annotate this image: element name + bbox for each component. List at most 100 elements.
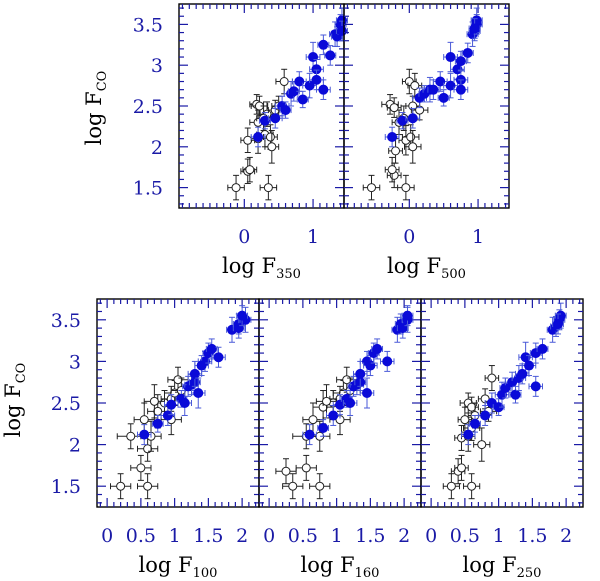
detected-point xyxy=(380,350,395,372)
filled-marker xyxy=(336,25,347,36)
detected-point xyxy=(191,377,206,409)
open-marker xyxy=(342,375,352,385)
filled-marker xyxy=(152,418,163,429)
open-marker xyxy=(477,440,487,450)
open-point xyxy=(315,384,338,419)
open-point xyxy=(309,473,331,500)
detected-point xyxy=(250,126,266,148)
x-axis-label-sub: 500 xyxy=(441,267,466,282)
filled-marker xyxy=(325,50,336,61)
filled-marker xyxy=(470,418,480,429)
x-tick-label: 1 xyxy=(331,525,343,547)
plot-frame xyxy=(343,3,510,209)
open-marker xyxy=(281,466,291,476)
open-point xyxy=(384,156,400,183)
x-tick-label: 1.5 xyxy=(193,525,223,547)
y-tick-label: 3.5 xyxy=(51,310,81,332)
filled-marker xyxy=(193,388,204,399)
open-point xyxy=(242,156,258,183)
filled-marker xyxy=(438,92,449,103)
open-point xyxy=(397,174,415,201)
y-tick-label: 2.5 xyxy=(51,393,81,415)
detected-point xyxy=(316,79,331,100)
filled-marker xyxy=(397,323,408,334)
open-point xyxy=(401,124,420,150)
detected-point xyxy=(536,338,549,360)
filled-marker xyxy=(189,368,200,379)
x-axis-label-F250: log F250 xyxy=(463,553,542,581)
filled-marker xyxy=(435,76,446,87)
open-marker xyxy=(231,183,241,193)
y-tick-label: 2 xyxy=(151,137,163,159)
open-marker xyxy=(243,135,253,145)
open-point xyxy=(404,129,422,164)
detected-point xyxy=(258,112,271,130)
y-tick-label: 3 xyxy=(69,351,81,373)
panel-F500: 0 1 log F500 xyxy=(343,3,510,282)
detected-point xyxy=(160,404,176,426)
panel-F350: 0 1 1.5 2 2.5 3 3.5 log F350 xyxy=(133,3,348,282)
filled-marker xyxy=(455,56,466,67)
x-axis-label-sub: 160 xyxy=(355,566,380,581)
x-tick-label: 0 xyxy=(403,226,415,248)
open-point xyxy=(362,174,381,201)
x-axis-label-main: log F xyxy=(301,553,355,577)
detected-point xyxy=(518,341,533,373)
open-marker xyxy=(467,402,477,412)
detected-point xyxy=(296,90,309,109)
y-axis-label-bottom-sub: CO xyxy=(14,363,29,384)
open-marker xyxy=(391,146,401,156)
filled-marker xyxy=(213,352,224,363)
x-tick-label: 1 xyxy=(169,525,181,547)
filled-marker xyxy=(179,398,190,408)
open-point xyxy=(473,427,491,462)
open-marker xyxy=(487,373,497,383)
open-marker xyxy=(116,481,126,491)
open-marker xyxy=(467,481,477,491)
open-point xyxy=(110,473,132,500)
open-point xyxy=(259,174,278,201)
x-tick-label: 1.5 xyxy=(517,525,547,547)
y-tick-label: 1.5 xyxy=(51,476,81,498)
filled-marker xyxy=(166,399,177,410)
open-marker xyxy=(367,183,376,193)
filled-marker xyxy=(311,74,322,85)
x-tick-label: 0 xyxy=(101,525,113,547)
filled-marker xyxy=(318,422,329,433)
y-axis-label-top-main: log F xyxy=(82,91,106,145)
detected-point xyxy=(194,355,209,377)
open-marker xyxy=(149,396,159,406)
open-marker xyxy=(389,103,399,113)
filled-marker xyxy=(304,429,315,440)
open-point xyxy=(227,174,245,201)
x-tick-label: 0.5 xyxy=(288,525,318,547)
x-tick-label: 1 xyxy=(307,226,319,248)
open-marker xyxy=(136,463,146,473)
open-marker xyxy=(460,415,470,425)
filled-marker xyxy=(253,132,264,143)
detected-point xyxy=(137,424,152,446)
y-axis-label-top: log FCO xyxy=(82,71,110,146)
open-point xyxy=(264,129,280,164)
x-axis-label-F500: log F500 xyxy=(387,254,466,282)
filled-marker xyxy=(407,113,418,124)
detected-point xyxy=(477,404,493,426)
detected-point xyxy=(236,305,249,327)
filled-marker xyxy=(297,94,308,105)
detected-point xyxy=(279,101,292,119)
detected-point xyxy=(302,72,317,99)
filled-marker xyxy=(428,84,439,95)
detected-point xyxy=(291,71,307,92)
open-point xyxy=(457,406,473,433)
open-point xyxy=(282,473,304,500)
open-marker xyxy=(279,77,289,87)
detected-point xyxy=(469,414,481,433)
x-tick-label: 0 xyxy=(263,525,275,547)
x-tick-label: 0.5 xyxy=(450,525,480,547)
y-tick-label: 1.5 xyxy=(133,178,163,200)
filled-marker xyxy=(471,15,482,26)
filled-marker xyxy=(462,47,473,58)
y-axis-label-bottom: log FCO xyxy=(1,363,29,438)
filled-marker xyxy=(480,410,491,421)
